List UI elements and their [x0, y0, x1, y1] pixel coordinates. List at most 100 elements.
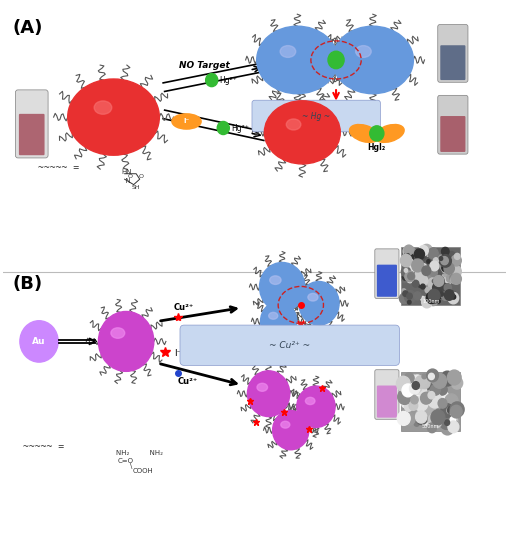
Circle shape	[426, 409, 435, 419]
Circle shape	[450, 395, 456, 401]
Circle shape	[420, 410, 431, 422]
Circle shape	[408, 256, 414, 262]
Circle shape	[412, 259, 423, 272]
Circle shape	[416, 387, 427, 399]
Circle shape	[430, 269, 437, 277]
Circle shape	[445, 394, 458, 408]
Circle shape	[440, 416, 453, 430]
Circle shape	[409, 401, 418, 410]
Ellipse shape	[375, 124, 404, 142]
Circle shape	[441, 261, 448, 268]
Circle shape	[410, 383, 420, 394]
Circle shape	[400, 293, 409, 304]
Circle shape	[428, 423, 437, 433]
Circle shape	[428, 392, 435, 399]
Ellipse shape	[281, 421, 290, 428]
Circle shape	[450, 274, 456, 281]
Circle shape	[433, 283, 442, 293]
Circle shape	[409, 376, 421, 389]
FancyBboxPatch shape	[438, 95, 468, 154]
Circle shape	[434, 270, 442, 278]
Circle shape	[408, 300, 411, 304]
Circle shape	[407, 262, 416, 272]
Circle shape	[429, 384, 440, 396]
Circle shape	[413, 380, 425, 392]
Circle shape	[417, 249, 423, 256]
Circle shape	[429, 373, 434, 380]
Circle shape	[410, 274, 414, 279]
Circle shape	[425, 287, 430, 293]
Circle shape	[370, 126, 384, 141]
Circle shape	[446, 275, 453, 282]
Circle shape	[441, 263, 450, 273]
FancyBboxPatch shape	[15, 90, 48, 158]
Circle shape	[405, 271, 414, 282]
Circle shape	[435, 274, 443, 283]
Circle shape	[422, 374, 427, 379]
Circle shape	[448, 402, 460, 415]
FancyBboxPatch shape	[440, 45, 465, 80]
Circle shape	[448, 421, 459, 433]
Circle shape	[405, 271, 415, 282]
Ellipse shape	[269, 312, 278, 319]
Circle shape	[426, 292, 437, 304]
Circle shape	[448, 374, 455, 381]
Text: NO Target: NO Target	[179, 61, 230, 70]
Circle shape	[435, 295, 440, 300]
Circle shape	[412, 382, 422, 393]
Circle shape	[406, 262, 410, 267]
Circle shape	[437, 300, 440, 303]
Ellipse shape	[270, 276, 281, 284]
Circle shape	[428, 393, 442, 408]
Ellipse shape	[350, 124, 379, 142]
Circle shape	[415, 272, 424, 282]
Circle shape	[402, 384, 414, 397]
Circle shape	[450, 263, 455, 269]
FancyBboxPatch shape	[377, 265, 397, 297]
Circle shape	[451, 273, 461, 284]
Circle shape	[407, 293, 412, 299]
FancyBboxPatch shape	[252, 100, 380, 132]
Circle shape	[414, 396, 428, 411]
Text: \: \	[130, 463, 132, 469]
Circle shape	[445, 406, 449, 411]
Circle shape	[440, 274, 450, 286]
Circle shape	[417, 252, 420, 256]
Text: SH: SH	[131, 185, 140, 190]
Circle shape	[426, 286, 432, 292]
Circle shape	[422, 266, 431, 276]
Circle shape	[441, 392, 448, 399]
Circle shape	[408, 273, 414, 280]
Circle shape	[411, 396, 418, 404]
Circle shape	[441, 380, 447, 387]
Circle shape	[438, 399, 447, 408]
Circle shape	[439, 257, 443, 261]
Text: HN: HN	[121, 168, 132, 174]
Ellipse shape	[356, 46, 371, 57]
Circle shape	[409, 272, 413, 276]
Circle shape	[417, 270, 422, 275]
Circle shape	[421, 383, 435, 398]
Circle shape	[416, 404, 423, 411]
Circle shape	[450, 272, 460, 283]
Circle shape	[404, 268, 408, 272]
Circle shape	[420, 296, 425, 301]
Circle shape	[450, 277, 457, 283]
Circle shape	[445, 258, 450, 263]
Circle shape	[433, 373, 446, 388]
Circle shape	[432, 374, 438, 380]
Circle shape	[434, 394, 440, 402]
Circle shape	[430, 261, 439, 271]
Ellipse shape	[257, 26, 338, 94]
Circle shape	[415, 251, 419, 256]
Circle shape	[299, 282, 339, 325]
Circle shape	[428, 413, 442, 428]
Text: Cu²⁺: Cu²⁺	[178, 377, 198, 386]
Text: COOH: COOH	[133, 468, 153, 474]
Circle shape	[423, 405, 428, 410]
Circle shape	[206, 74, 218, 86]
Circle shape	[415, 263, 423, 272]
Circle shape	[416, 413, 427, 425]
Circle shape	[444, 263, 455, 274]
Circle shape	[421, 263, 427, 270]
